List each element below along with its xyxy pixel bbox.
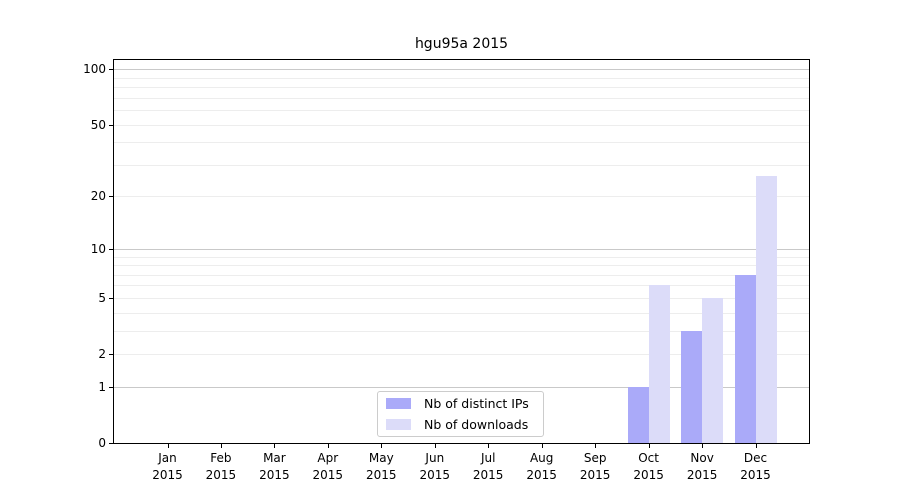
y-axis-tick-mark — [109, 354, 113, 355]
minor-gridline — [114, 354, 809, 355]
x-axis-month-label: Nov — [690, 451, 714, 465]
x-axis-year-label: 2015 — [526, 468, 557, 482]
x-axis-month-label: Dec — [743, 451, 768, 465]
y-axis-tick-label: 1 — [98, 379, 106, 394]
x-axis-month-label: Aug — [529, 451, 554, 465]
minor-gridline — [114, 110, 809, 111]
x-axis-year-label: 2015 — [152, 468, 183, 482]
x-axis-tick-label: Jan 2015 — [136, 450, 200, 484]
x-axis-year-label: 2015 — [686, 468, 718, 482]
major-gridline — [114, 69, 809, 71]
x-axis-tick-mark — [220, 444, 222, 448]
minor-gridline — [114, 97, 809, 99]
x-axis-tick-label: Sep 2015 — [563, 450, 627, 484]
bar-downloads — [702, 297, 724, 443]
x-axis-tick-label: Feb 2015 — [189, 450, 253, 484]
y-axis-tick-mark — [109, 69, 113, 71]
x-axis-month-label: Jun — [425, 451, 445, 465]
x-axis-tick-mark — [595, 444, 597, 448]
x-axis-month-label: May — [368, 451, 394, 465]
x-axis-tick-label: Nov 2015 — [670, 450, 734, 484]
chart-title: hgu95a 2015 — [414, 36, 509, 52]
minor-gridline — [114, 87, 809, 88]
minor-gridline — [114, 285, 809, 287]
y-axis-tick-mark — [109, 386, 113, 388]
y-axis-tick-mark — [109, 297, 113, 299]
x-axis-tick-label: Jun 2015 — [403, 450, 467, 484]
x-axis-tick-mark — [541, 444, 543, 448]
major-gridline — [114, 386, 809, 388]
x-axis-year-label: 2015 — [312, 468, 344, 482]
minor-gridline — [114, 297, 809, 299]
x-axis-tick-mark — [648, 444, 650, 448]
minor-gridline — [114, 256, 809, 258]
y-axis-tick-mark — [109, 196, 113, 198]
y-axis-tick-label: 100 — [83, 62, 106, 77]
y-axis-tick-label: 10 — [90, 241, 106, 256]
x-axis-tick-label: Apr 2015 — [296, 450, 360, 484]
x-axis-tick-mark — [488, 444, 490, 448]
x-axis-month-label: Jan — [158, 451, 177, 465]
bar-distinct-ips — [681, 330, 703, 443]
y-axis-tick-label: 50 — [90, 117, 106, 132]
x-axis-month-label: Sep — [583, 451, 607, 465]
x-axis-tick-mark — [755, 444, 757, 448]
plot-area — [113, 59, 810, 444]
legend-row-distinct-ips: Nb of distinct IPs — [386, 396, 535, 411]
bar-downloads — [648, 285, 670, 443]
minor-gridline — [114, 312, 809, 314]
minor-gridline — [114, 274, 809, 276]
x-axis-month-label: Jul — [480, 451, 496, 465]
x-axis-tick-label: Jul 2015 — [456, 450, 520, 484]
minor-gridline — [114, 265, 809, 266]
x-axis-year-label: 2015 — [740, 468, 771, 482]
x-axis-month-label: Oct — [638, 451, 659, 465]
x-axis-tick-label: Oct 2015 — [617, 450, 681, 484]
bar-distinct-ips — [627, 386, 649, 443]
x-axis-tick-mark — [274, 444, 276, 448]
x-axis-year-label: 2015 — [205, 468, 237, 482]
bar-distinct-ips — [734, 274, 756, 443]
x-axis-month-label: Feb — [210, 451, 232, 465]
x-axis-year-label: 2015 — [472, 468, 504, 482]
x-axis-tick-label: May 2015 — [349, 450, 413, 484]
x-axis-year-label: 2015 — [579, 468, 611, 482]
x-axis-month-label: Mar — [263, 451, 286, 465]
legend-label-distinct-ips: Nb of distinct IPs — [424, 396, 529, 411]
x-axis-year-label: 2015 — [259, 468, 290, 482]
minor-gridline — [114, 142, 809, 144]
x-axis-year-label: 2015 — [419, 468, 451, 482]
y-axis-tick-mark — [109, 124, 113, 126]
legend-swatch-distinct-ips-icon — [386, 398, 411, 409]
x-axis-tick-label: Mar 2015 — [242, 450, 306, 484]
x-axis-tick-label: Aug 2015 — [510, 450, 574, 484]
x-axis-tick-mark — [327, 444, 329, 448]
legend-swatch-downloads-icon — [386, 419, 411, 430]
minor-gridline — [114, 124, 809, 126]
legend: Nb of distinct IPs Nb of downloads — [377, 391, 544, 437]
x-axis-month-label: Apr — [317, 451, 339, 465]
x-axis-tick-mark — [167, 444, 169, 448]
x-axis-year-label: 2015 — [633, 468, 664, 482]
major-gridline — [114, 248, 809, 250]
y-axis-tick-mark — [109, 443, 113, 444]
x-axis-year-label: 2015 — [366, 468, 397, 482]
x-axis-tick-mark — [434, 444, 436, 448]
x-axis-tick-label: Dec 2015 — [724, 450, 788, 484]
x-axis-tick-mark — [702, 444, 704, 448]
legend-label-downloads: Nb of downloads — [424, 417, 529, 432]
y-axis-tick-label: 5 — [98, 290, 106, 305]
minor-gridline — [114, 196, 809, 198]
minor-gridline — [114, 164, 809, 166]
y-axis-tick-label: 0 — [98, 436, 106, 450]
minor-gridline — [114, 330, 809, 332]
y-axis-tick-label: 20 — [90, 189, 106, 204]
y-axis-tick-label: 2 — [98, 347, 106, 361]
minor-gridline — [114, 77, 809, 79]
y-axis-tick-mark — [109, 248, 113, 250]
x-axis-tick-mark — [381, 444, 383, 448]
legend-row-downloads: Nb of downloads — [386, 417, 535, 432]
bar-downloads — [755, 176, 777, 443]
